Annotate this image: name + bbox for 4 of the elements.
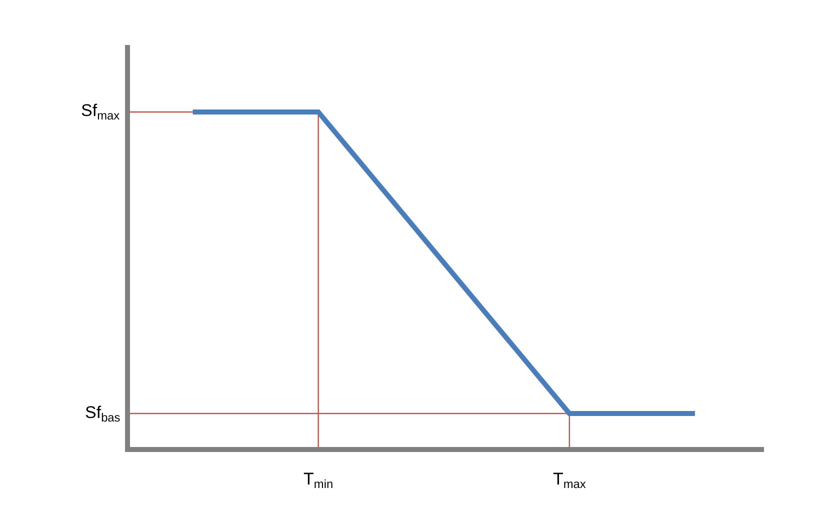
x-tick-label: T$_{min}$ <box>304 469 334 491</box>
ref-line-label: Sf$_{bas}$ <box>85 403 120 425</box>
ref-line-label: Sf$_{max}$ <box>81 101 120 123</box>
x-tick-label: T$_{max}$ <box>552 469 586 491</box>
